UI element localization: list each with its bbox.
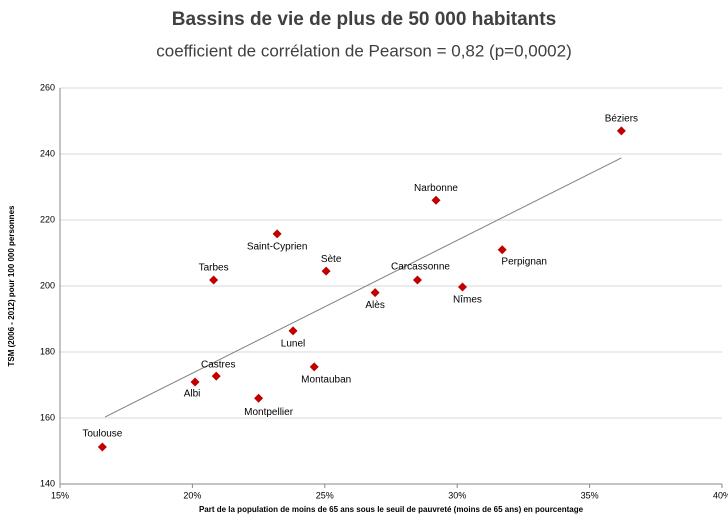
x-tick-label: 40% (713, 490, 728, 500)
y-axis-label: TSM (2006 - 2012) pour 100 000 personnes (7, 205, 16, 367)
point-label: Castres (201, 360, 235, 371)
point-label: Toulouse (82, 429, 122, 440)
point (321, 266, 331, 276)
point (211, 371, 221, 381)
point (254, 393, 264, 403)
x-axis-label: Part de la population de moins de 65 ans… (199, 505, 584, 514)
point (370, 288, 380, 298)
trendline (104, 157, 622, 418)
point-label: Lunel (281, 339, 305, 350)
point-label: Tarbes (199, 263, 229, 274)
point (272, 229, 282, 239)
point-label: Albi (184, 389, 201, 400)
point (616, 126, 626, 136)
y-tick-label: 220 (40, 214, 55, 224)
y-tick-label: 180 (40, 346, 55, 356)
y-tick-label: 200 (40, 280, 55, 290)
point (431, 195, 441, 205)
x-tick-label: 30% (448, 490, 466, 500)
point-label: Montpellier (244, 407, 294, 418)
x-tick-label: 35% (581, 490, 599, 500)
x-tick-label: 15% (51, 490, 69, 500)
point-label: Alès (365, 300, 384, 311)
point-label: Narbonne (414, 183, 458, 194)
point (497, 245, 507, 255)
point (209, 275, 219, 285)
y-tick-label: 160 (40, 412, 55, 422)
x-tick-label: 20% (183, 490, 201, 500)
y-tick-label: 240 (40, 148, 55, 158)
point (190, 377, 200, 387)
point-label: Carcassonne (391, 262, 450, 273)
point (309, 362, 319, 372)
point-label: Montauban (301, 374, 351, 385)
chart-subtitle: coefficient de corrélation de Pearson = … (156, 41, 572, 60)
point-label: Sète (321, 254, 342, 265)
point-label: Saint-Cyprien (247, 242, 308, 253)
y-tick-label: 140 (40, 478, 55, 488)
point (412, 275, 422, 285)
y-tick-label: 260 (40, 82, 55, 92)
point (457, 282, 467, 292)
chart-title: Bassins de vie de plus de 50 000 habitan… (172, 9, 556, 30)
point (288, 326, 298, 336)
point-label: Nîmes (453, 295, 482, 306)
point-label: Béziers (605, 114, 638, 125)
point (97, 442, 107, 452)
point-label: Perpignan (501, 256, 547, 267)
x-tick-label: 25% (316, 490, 334, 500)
